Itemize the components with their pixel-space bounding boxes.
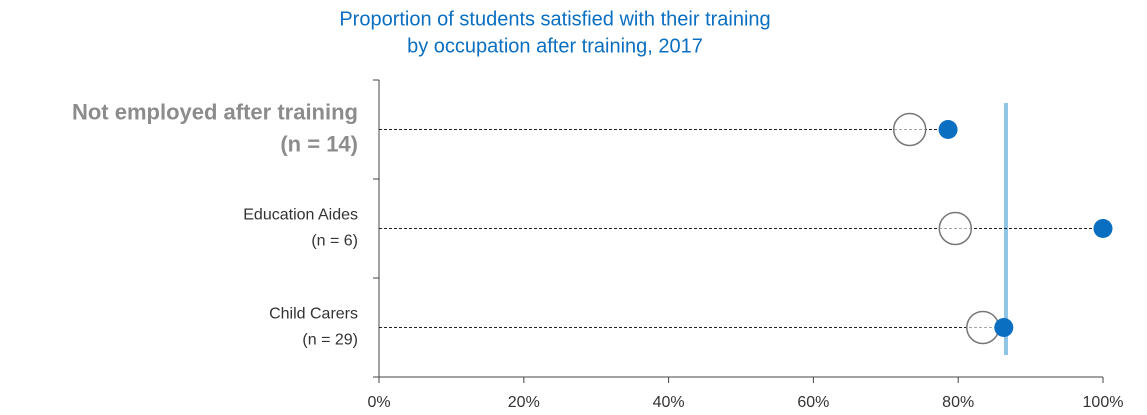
x-tick-label: 100% <box>1083 394 1124 411</box>
x-tick-label: 40% <box>653 394 685 411</box>
category-note: (n = 29) <box>302 332 358 349</box>
x-tick-label: 20% <box>508 394 540 411</box>
open-dot <box>966 310 1000 345</box>
category-note: (n = 14) <box>280 131 358 156</box>
x-tick-label: 60% <box>797 394 829 411</box>
filled-dot <box>938 120 958 139</box>
open-dot <box>938 211 973 246</box>
category-label: Education Aides <box>243 207 358 224</box>
filled-dot <box>994 318 1014 337</box>
x-tick-label: 80% <box>942 394 974 411</box>
x-tick-label: 0% <box>367 394 390 411</box>
category-label: Child Carers <box>269 306 358 323</box>
category-label: Not employed after training <box>72 99 358 124</box>
chart-title: by occupation after training, 2017 <box>407 35 703 57</box>
filled-dot <box>1093 219 1113 238</box>
category-note: (n = 6) <box>311 233 358 250</box>
open-dot <box>892 112 927 147</box>
chart-title: Proportion of students satisfied with th… <box>339 8 770 30</box>
